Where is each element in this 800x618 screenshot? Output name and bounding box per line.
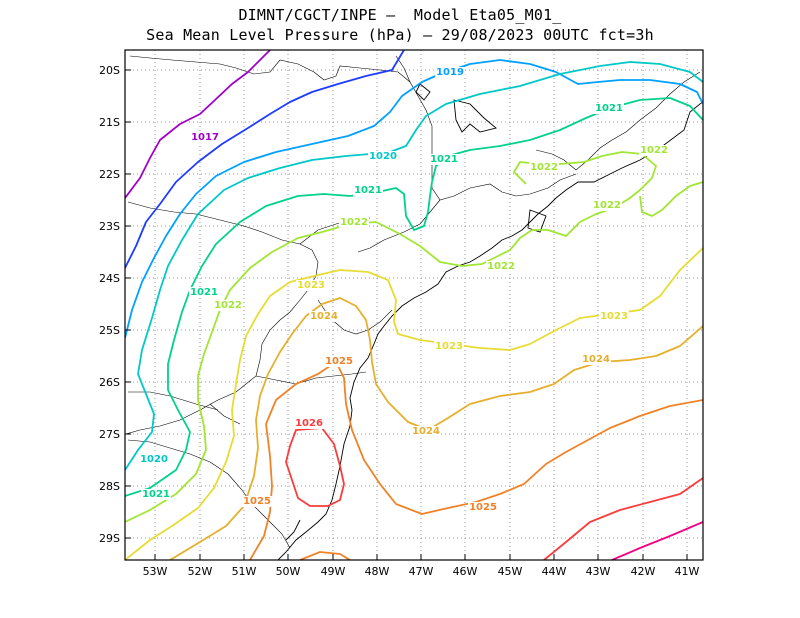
contour-label-background xyxy=(599,311,629,322)
isobar-1019 xyxy=(125,59,703,339)
contour-label-background xyxy=(309,311,339,322)
lon-label: 53W xyxy=(143,565,168,578)
isobar-1023 xyxy=(125,247,703,560)
lon-label: 42W xyxy=(631,565,656,578)
chart-title-line-2: Sea Mean Level Pressure (hPa) – 29/08/20… xyxy=(146,26,654,44)
contour-label: 1019 xyxy=(436,67,464,78)
plot-frame xyxy=(124,49,704,561)
contour-labels: 1019 1017 1020 1021 1021 1021 1022 1022 … xyxy=(139,67,669,513)
lon-label: 43W xyxy=(586,565,611,578)
contour-label-background xyxy=(434,341,464,352)
contour-label-background xyxy=(213,300,243,311)
contour-label: 1024 xyxy=(412,426,440,437)
contour-label: 1021 xyxy=(190,287,218,298)
tick-marks xyxy=(125,69,688,560)
contour-label-background xyxy=(594,103,624,114)
isobar-1025b xyxy=(299,551,351,560)
coastline xyxy=(277,83,703,560)
lat-label: 22S xyxy=(99,168,120,181)
contour-label: 1021 xyxy=(142,489,170,500)
contour-label: 1024 xyxy=(582,354,610,365)
contour-label: 1022 xyxy=(530,162,558,173)
contour-label: 1023 xyxy=(435,341,463,352)
lon-label: 45W xyxy=(498,565,523,578)
contour-label: 1024 xyxy=(310,311,338,322)
isobar-1020 xyxy=(125,61,703,471)
contour-label: 1025 xyxy=(243,496,271,507)
isobar-1018 xyxy=(125,50,405,269)
lat-label: 28S xyxy=(99,480,120,493)
lat-label: 25S xyxy=(99,324,120,337)
lon-label: 47W xyxy=(409,565,434,578)
contour-label-background xyxy=(368,151,398,162)
isobar-1022b xyxy=(639,181,703,217)
contour-label: 1022 xyxy=(640,145,668,156)
contour-label-background xyxy=(581,354,611,365)
contour-label-background xyxy=(324,356,354,367)
lon-label: 52W xyxy=(188,565,213,578)
contour-label: 1022 xyxy=(340,217,368,228)
isobar-1026 xyxy=(285,427,345,507)
contour-label-background xyxy=(486,261,516,272)
isobar-1025 xyxy=(249,361,703,560)
latitude-labels: 20S 21S 22S 23S 24S 25S 26S 27S 28S 29S xyxy=(99,64,120,545)
lat-label: 21S xyxy=(99,116,120,129)
contour-label-background xyxy=(435,67,465,78)
state-borders xyxy=(125,55,701,549)
contour-label-background xyxy=(190,132,220,143)
lon-label: 49W xyxy=(321,565,346,578)
lon-label: 46W xyxy=(453,565,478,578)
lat-label: 23S xyxy=(99,220,120,233)
longitude-labels: 53W 52W 51W 50W 49W 48W 47W 46W 45W 44W … xyxy=(143,565,700,578)
contour-label: 1017 xyxy=(191,132,219,143)
lon-label: 44W xyxy=(542,565,567,578)
contour-label: 1021 xyxy=(430,154,458,165)
contour-label: 1025 xyxy=(325,356,353,367)
contour-label-background xyxy=(339,217,369,228)
contour-label: 1023 xyxy=(600,311,628,322)
lat-label: 24S xyxy=(99,272,120,285)
lat-label: 29S xyxy=(99,532,120,545)
isobar-1026b xyxy=(543,477,703,560)
lon-label: 48W xyxy=(365,565,390,578)
gridlines xyxy=(125,50,703,560)
isobar-lines xyxy=(125,50,703,560)
contour-label-background xyxy=(468,502,498,513)
contour-label-background xyxy=(353,185,383,196)
isobar-1017 xyxy=(125,50,271,199)
contour-label: 1022 xyxy=(593,200,621,211)
contour-label-background xyxy=(242,496,272,507)
contour-label: 1020 xyxy=(369,151,397,162)
contour-label-background xyxy=(429,154,459,165)
isobar-1024 xyxy=(169,297,703,560)
contour-label: 1023 xyxy=(297,280,325,291)
contour-label: 1021 xyxy=(354,185,382,196)
isobar-1021 xyxy=(125,97,703,497)
contour-label-background xyxy=(411,426,441,437)
contour-label: 1021 xyxy=(595,103,623,114)
contour-label-background xyxy=(296,280,326,291)
contour-label-background xyxy=(139,454,169,465)
lat-label: 26S xyxy=(99,376,120,389)
contour-label: 1025 xyxy=(469,502,497,513)
contour-label: 1022 xyxy=(214,300,242,311)
isobar-1022 xyxy=(125,151,657,523)
lon-label: 51W xyxy=(232,565,257,578)
contour-label: 1022 xyxy=(487,261,515,272)
contour-label: 1020 xyxy=(140,454,168,465)
contour-label-background xyxy=(141,489,171,500)
contour-label-background xyxy=(189,287,219,298)
contour-label-background xyxy=(639,145,669,156)
lon-label: 50W xyxy=(276,565,301,578)
isobar-1027 xyxy=(611,521,703,560)
contour-label: 1026 xyxy=(295,418,323,429)
contour-label-background xyxy=(529,162,559,173)
contour-label-background xyxy=(294,418,324,429)
chart-title-line-1: DIMNT/CGCT/INPE – Model Eta05_M01_ xyxy=(238,6,562,24)
lat-label: 20S xyxy=(99,64,120,77)
lon-label: 41W xyxy=(675,565,700,578)
lat-label: 27S xyxy=(99,428,120,441)
contour-label-background xyxy=(592,200,622,211)
